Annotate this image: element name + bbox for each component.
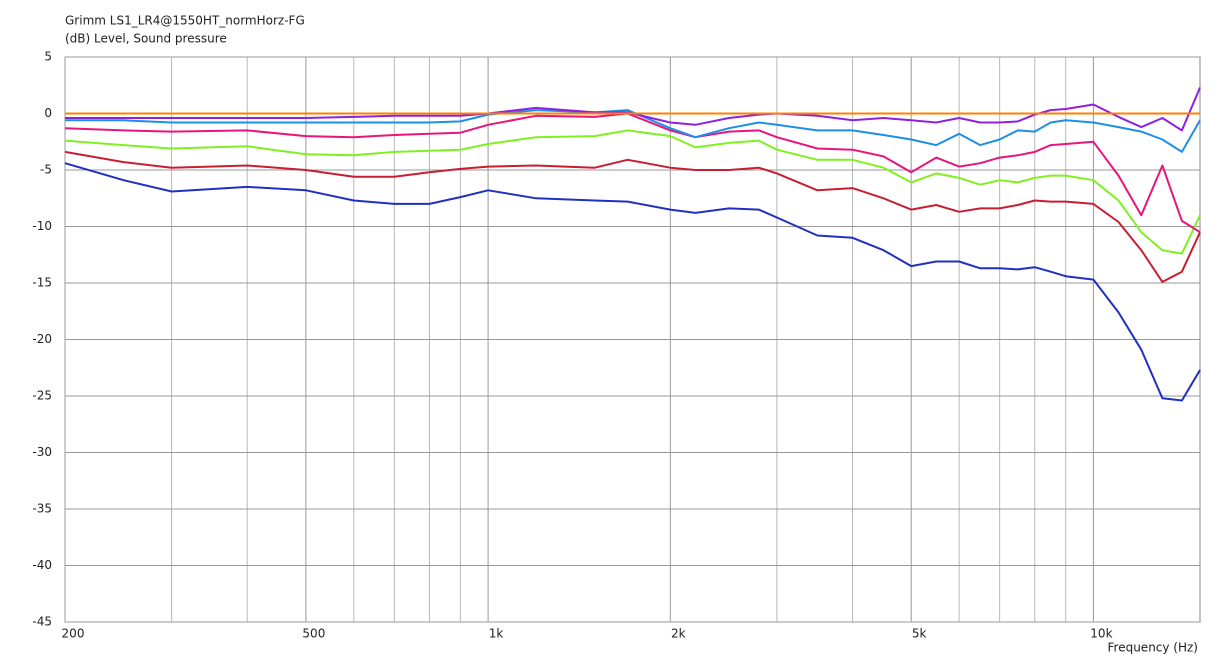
x-tick-label: 5k <box>912 627 927 641</box>
y-tick-label: -20 <box>32 332 52 346</box>
x-tick-label: 2k <box>671 627 686 641</box>
series-line <box>64 112 1201 234</box>
y-tick-label: 0 <box>44 106 52 120</box>
x-tick-label: 500 <box>302 627 325 641</box>
x-axis-label: Frequency (Hz) <box>1108 641 1199 655</box>
series-line <box>64 162 1201 402</box>
y-tick-label: -35 <box>32 502 52 516</box>
y-tick-label: -10 <box>32 219 52 233</box>
chart-title: Grimm LS1_LR4@1550HT_normHorz-FG <box>65 14 305 28</box>
y-tick-label: 5 <box>44 50 52 64</box>
x-tick-label: 200 <box>62 627 85 641</box>
y-axis-label: (dB) Level, Sound pressure <box>65 32 227 46</box>
series-line <box>64 150 1201 283</box>
x-tick-label: 10k <box>1090 627 1112 641</box>
y-tick-label: -30 <box>32 445 52 459</box>
y-tick-label: -40 <box>32 558 52 572</box>
y-tick-label: -25 <box>32 389 52 403</box>
series-line <box>64 129 1201 255</box>
series-line <box>65 109 1201 153</box>
series-line <box>65 87 1201 132</box>
y-tick-label: -15 <box>32 276 52 290</box>
x-tick-label: 1k <box>489 627 504 641</box>
y-tick-label: -45 <box>32 615 52 629</box>
y-tick-label: -5 <box>40 163 52 177</box>
